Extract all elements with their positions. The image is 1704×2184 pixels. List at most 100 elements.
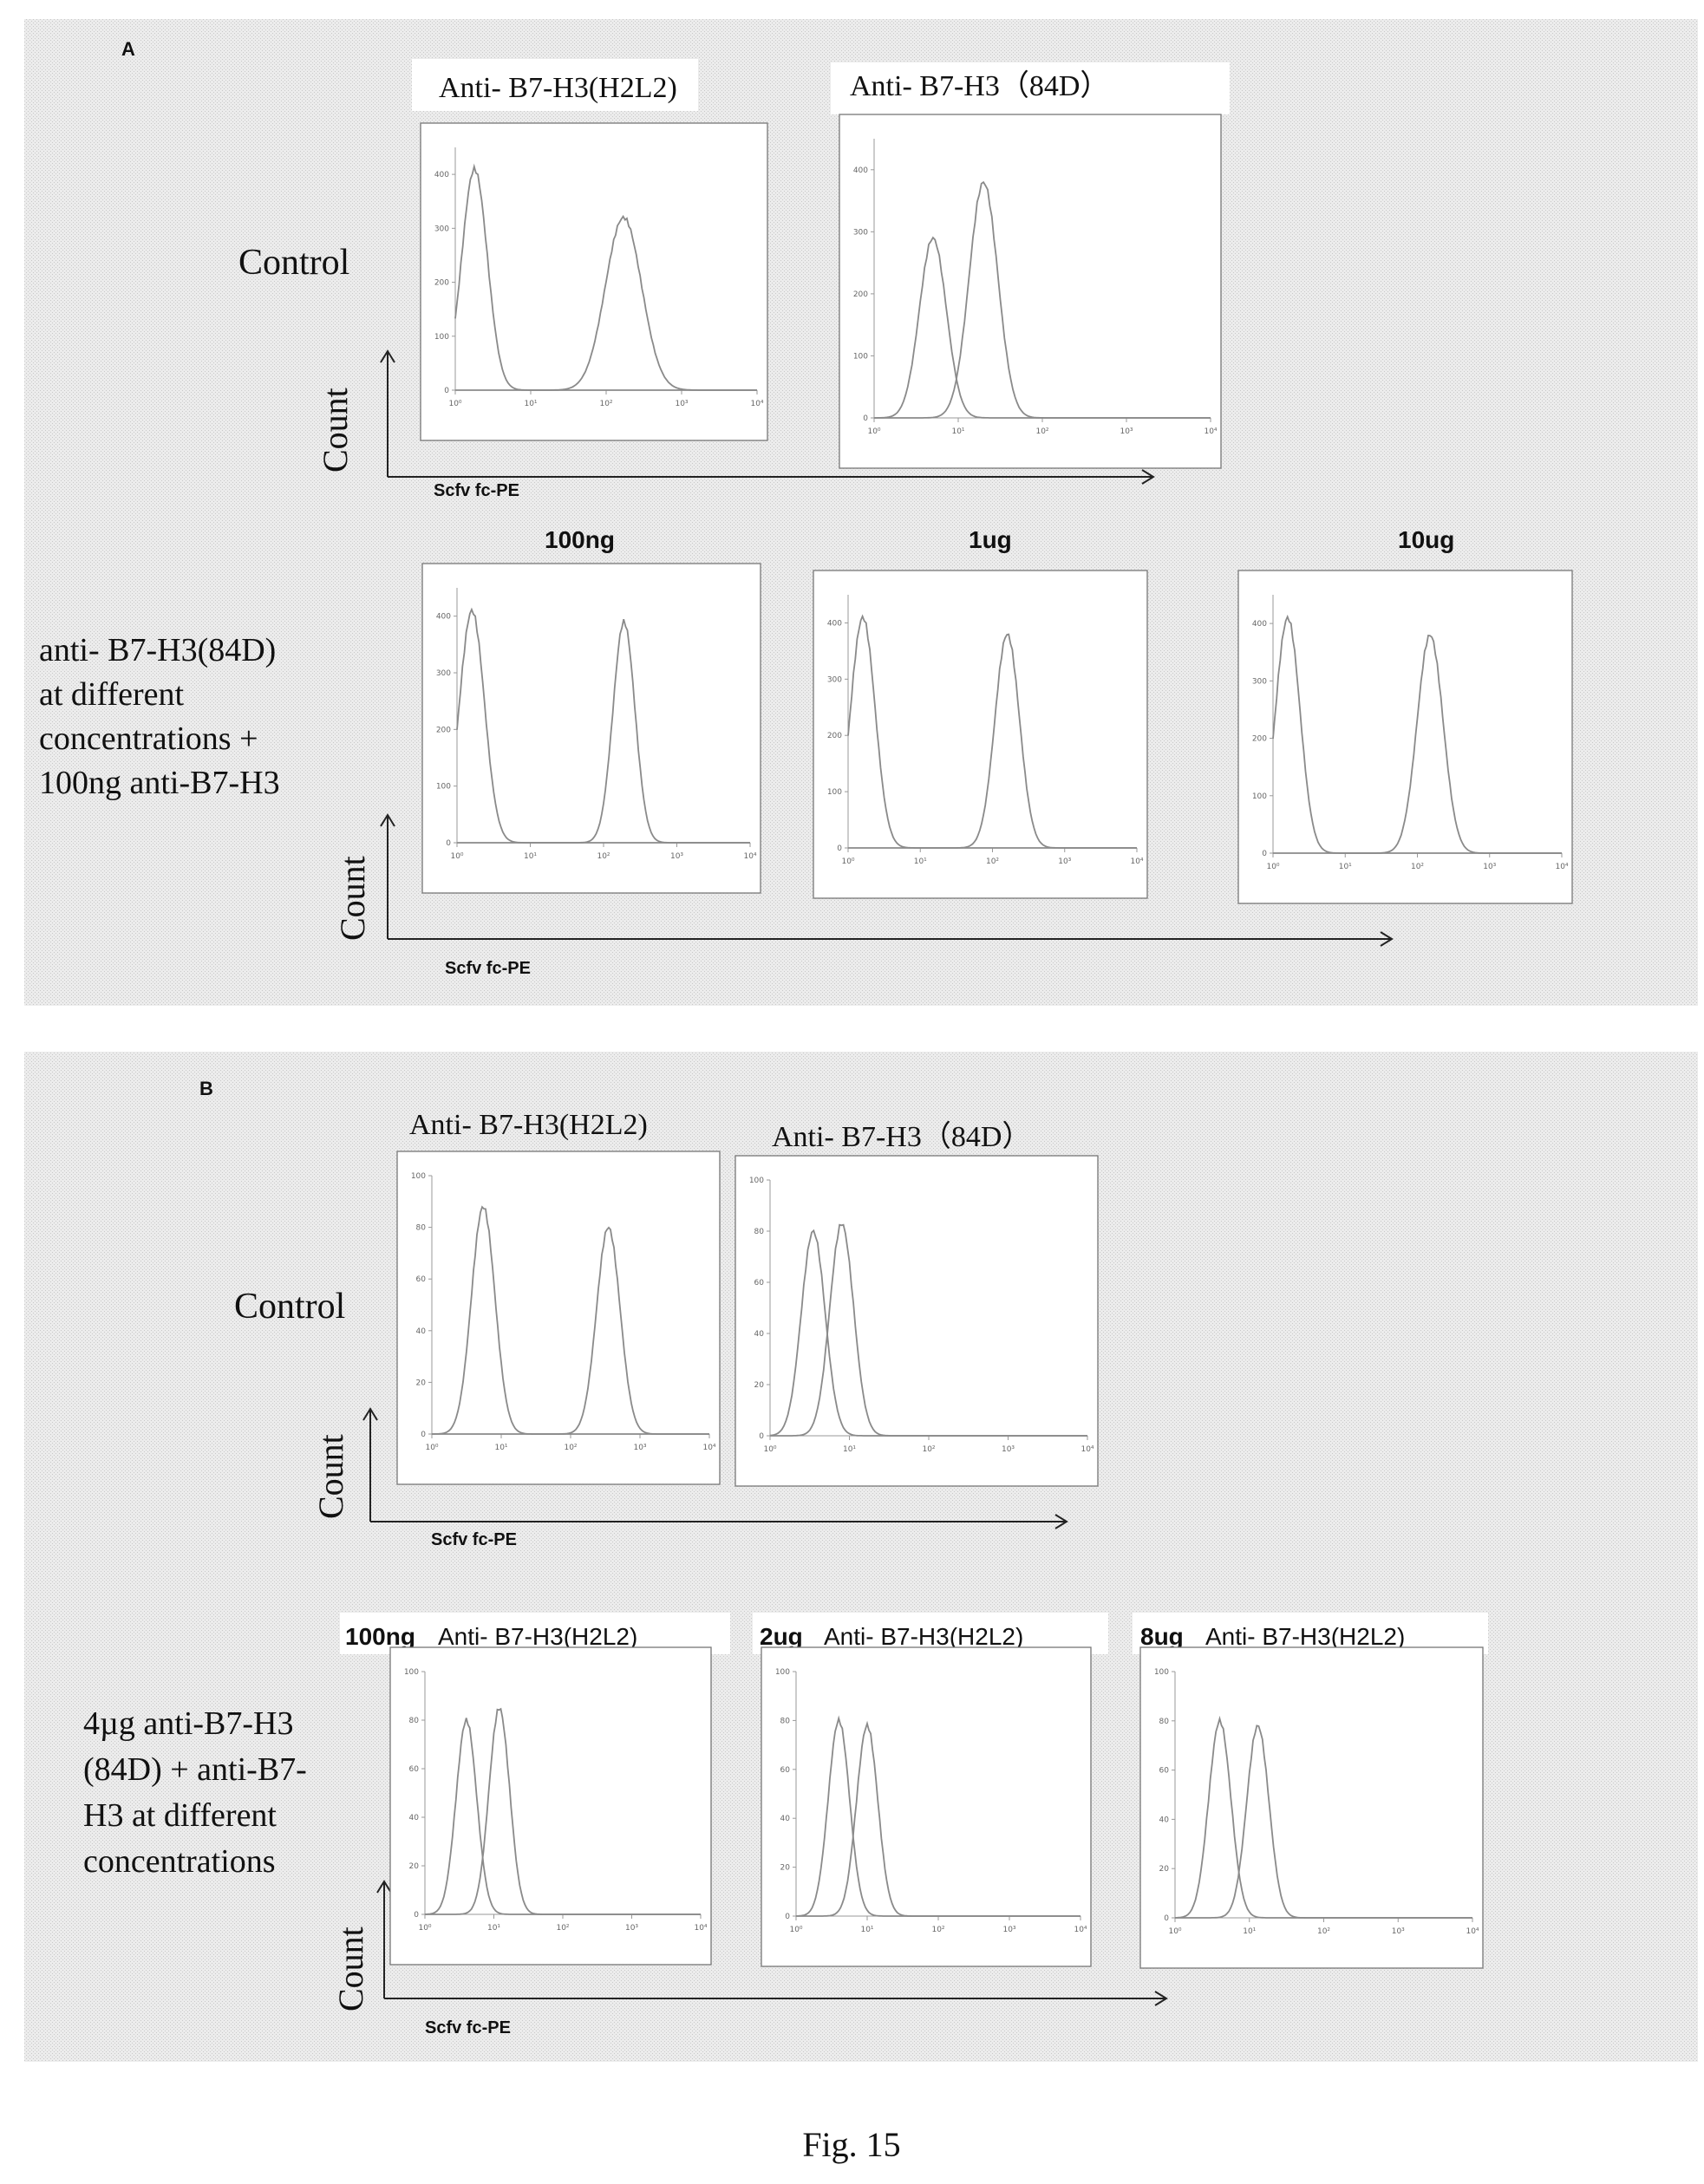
panel-a-competition-x-label: Scfv fc-PE xyxy=(445,959,531,978)
x-tick-label: 10⁰ xyxy=(425,1444,438,1452)
panel-a-control-count-label: Count xyxy=(316,388,355,473)
x-tick-label: 10¹ xyxy=(914,857,927,866)
y-tick-label: 0 xyxy=(1262,850,1267,858)
y-tick-label: 60 xyxy=(754,1279,765,1288)
panel-b-competition-line-3: H3 at different xyxy=(83,1797,277,1834)
panel-b-competition-line-1: 4µg anti-B7-H3 xyxy=(83,1705,293,1742)
y-tick-label: 40 xyxy=(780,1815,791,1823)
panel-a-competition-count-label: Count xyxy=(333,856,372,941)
y-tick-label: 0 xyxy=(837,844,842,853)
y-tick-label: 60 xyxy=(409,1765,420,1774)
panel-b-col-title-2: Anti- B7-H3（84D） xyxy=(772,1120,1031,1153)
x-tick-label: 10¹ xyxy=(494,1444,507,1452)
y-tick-label: 400 xyxy=(853,166,868,175)
panel-b-conc-amount-1: 100ng xyxy=(345,1623,415,1650)
y-tick-label: 300 xyxy=(1252,677,1267,686)
y-tick-label: 0 xyxy=(1164,1914,1169,1923)
histogram-peak-2 xyxy=(455,214,757,391)
x-tick-label: 10³ xyxy=(633,1444,646,1452)
x-tick-label: 10⁴ xyxy=(750,400,763,408)
y-tick-label: 20 xyxy=(754,1381,765,1390)
y-tick-label: 60 xyxy=(780,1766,791,1775)
x-tick-label: 10³ xyxy=(1483,863,1496,871)
y-tick-label: 100 xyxy=(827,788,842,797)
panel-b-conc-antibody-1: Anti- B7-H3(H2L2) xyxy=(438,1623,637,1650)
y-tick-label: 200 xyxy=(1252,735,1267,744)
x-tick-label: 10³ xyxy=(1002,1445,1015,1454)
histogram-peak-2 xyxy=(457,618,750,844)
x-tick-label: 10² xyxy=(1317,1927,1330,1936)
histogram-a-competition-3: 0 100 200 300 400 10⁰ 10¹ 10² 10³ 10⁴ xyxy=(421,563,761,894)
y-tick-label: 20 xyxy=(409,1862,420,1871)
y-tick-label: 300 xyxy=(827,675,842,684)
histogram-peak-2 xyxy=(770,1223,1087,1437)
y-tick-label: 200 xyxy=(436,726,451,734)
x-tick-label: 10⁰ xyxy=(841,857,854,866)
histogram-b-control-6: 0 20 40 60 80 100 10⁰ 10¹ 10² 10³ 10⁴ xyxy=(396,1151,721,1485)
y-tick-label: 100 xyxy=(411,1172,426,1181)
y-tick-label: 400 xyxy=(436,613,451,622)
y-tick-label: 100 xyxy=(1252,792,1267,801)
y-tick-label: 100 xyxy=(436,783,451,792)
x-tick-label: 10¹ xyxy=(487,1924,500,1933)
y-tick-label: 200 xyxy=(827,732,842,740)
x-tick-label: 10¹ xyxy=(860,1926,873,1934)
x-tick-label: 10³ xyxy=(1002,1926,1015,1934)
panel-b-competition-x-label: Scfv fc-PE xyxy=(425,2018,511,2037)
y-tick-label: 400 xyxy=(434,171,449,179)
x-tick-label: 10³ xyxy=(1058,857,1071,866)
histogram-b-competition-9: 0 20 40 60 80 100 10⁰ 10¹ 10² 10³ 10⁴ xyxy=(761,1646,1092,1967)
y-tick-label: 100 xyxy=(434,333,449,342)
histogram-peak-2 xyxy=(1175,1724,1472,1919)
y-tick-label: 100 xyxy=(749,1177,764,1185)
plot-frame xyxy=(421,563,761,894)
panel-a-control-axes xyxy=(380,349,1155,485)
y-tick-label: 0 xyxy=(759,1432,764,1441)
panel-a-competition-line-4: 100ng anti-B7-H3 xyxy=(39,765,280,801)
plot-frame xyxy=(813,570,1148,899)
histogram-a-control-2: 0 100 200 300 400 10⁰ 10¹ 10² 10³ 10⁴ xyxy=(839,114,1222,469)
panel-a-conc-label-2: 1ug xyxy=(969,526,1012,553)
histogram-b-competition-8: 0 20 40 60 80 100 10⁰ 10¹ 10² 10³ 10⁴ xyxy=(389,1646,712,1966)
panel-a-control-x-label: Scfv fc-PE xyxy=(434,481,519,500)
x-tick-label: 10⁰ xyxy=(418,1924,431,1933)
panel-a-title-bg-1 xyxy=(412,59,698,111)
y-tick-label: 400 xyxy=(1252,620,1267,629)
x-tick-label: 10² xyxy=(564,1444,577,1452)
y-tick-label: 80 xyxy=(780,1717,791,1725)
x-tick-label: 10⁴ xyxy=(1081,1445,1094,1454)
y-tick-label: 80 xyxy=(416,1224,427,1233)
histogram-peak-2 xyxy=(432,1226,709,1435)
panel-b-conc-amount-3: 8ug xyxy=(1140,1623,1184,1650)
y-tick-label: 300 xyxy=(853,228,868,237)
panel-b-control-axes xyxy=(362,1407,1068,1529)
histogram-peak-2 xyxy=(425,1707,701,1915)
x-tick-label: 10⁰ xyxy=(789,1926,802,1934)
x-tick-label: 10² xyxy=(1411,863,1424,871)
x-tick-label: 10⁴ xyxy=(1204,427,1217,436)
histogram-a-control-1: 0 100 200 300 400 10⁰ 10¹ 10² 10³ 10⁴ xyxy=(420,122,768,441)
panel-a-title-bg-2 xyxy=(831,62,1230,114)
y-tick-label: 300 xyxy=(436,669,451,678)
plot-frame xyxy=(761,1646,1092,1967)
y-tick-label: 0 xyxy=(446,839,451,848)
y-tick-label: 100 xyxy=(775,1668,790,1677)
x-tick-label: 10¹ xyxy=(843,1445,856,1454)
panel-a-conc-label-1: 100ng xyxy=(545,526,615,553)
panel-b-letter: B xyxy=(199,1078,213,1099)
x-tick-label: 10¹ xyxy=(1339,863,1352,871)
x-tick-label: 10⁴ xyxy=(702,1444,715,1452)
figure-caption: Fig. 15 xyxy=(802,2125,900,2164)
x-tick-label: 10⁰ xyxy=(867,427,880,436)
x-tick-label: 10¹ xyxy=(524,852,537,861)
panel-a-control-label: Control xyxy=(238,243,349,283)
panel-b-conc-antibody-3: Anti- B7-H3(H2L2) xyxy=(1205,1623,1405,1650)
x-tick-label: 10² xyxy=(1035,427,1048,436)
panel-a-competition-line-3: concentrations + xyxy=(39,720,258,757)
histogram-peak-2 xyxy=(848,633,1137,849)
panel-b-control-x-label: Scfv fc-PE xyxy=(431,1530,517,1549)
y-tick-label: 20 xyxy=(780,1864,791,1873)
x-tick-label: 10¹ xyxy=(524,400,537,408)
